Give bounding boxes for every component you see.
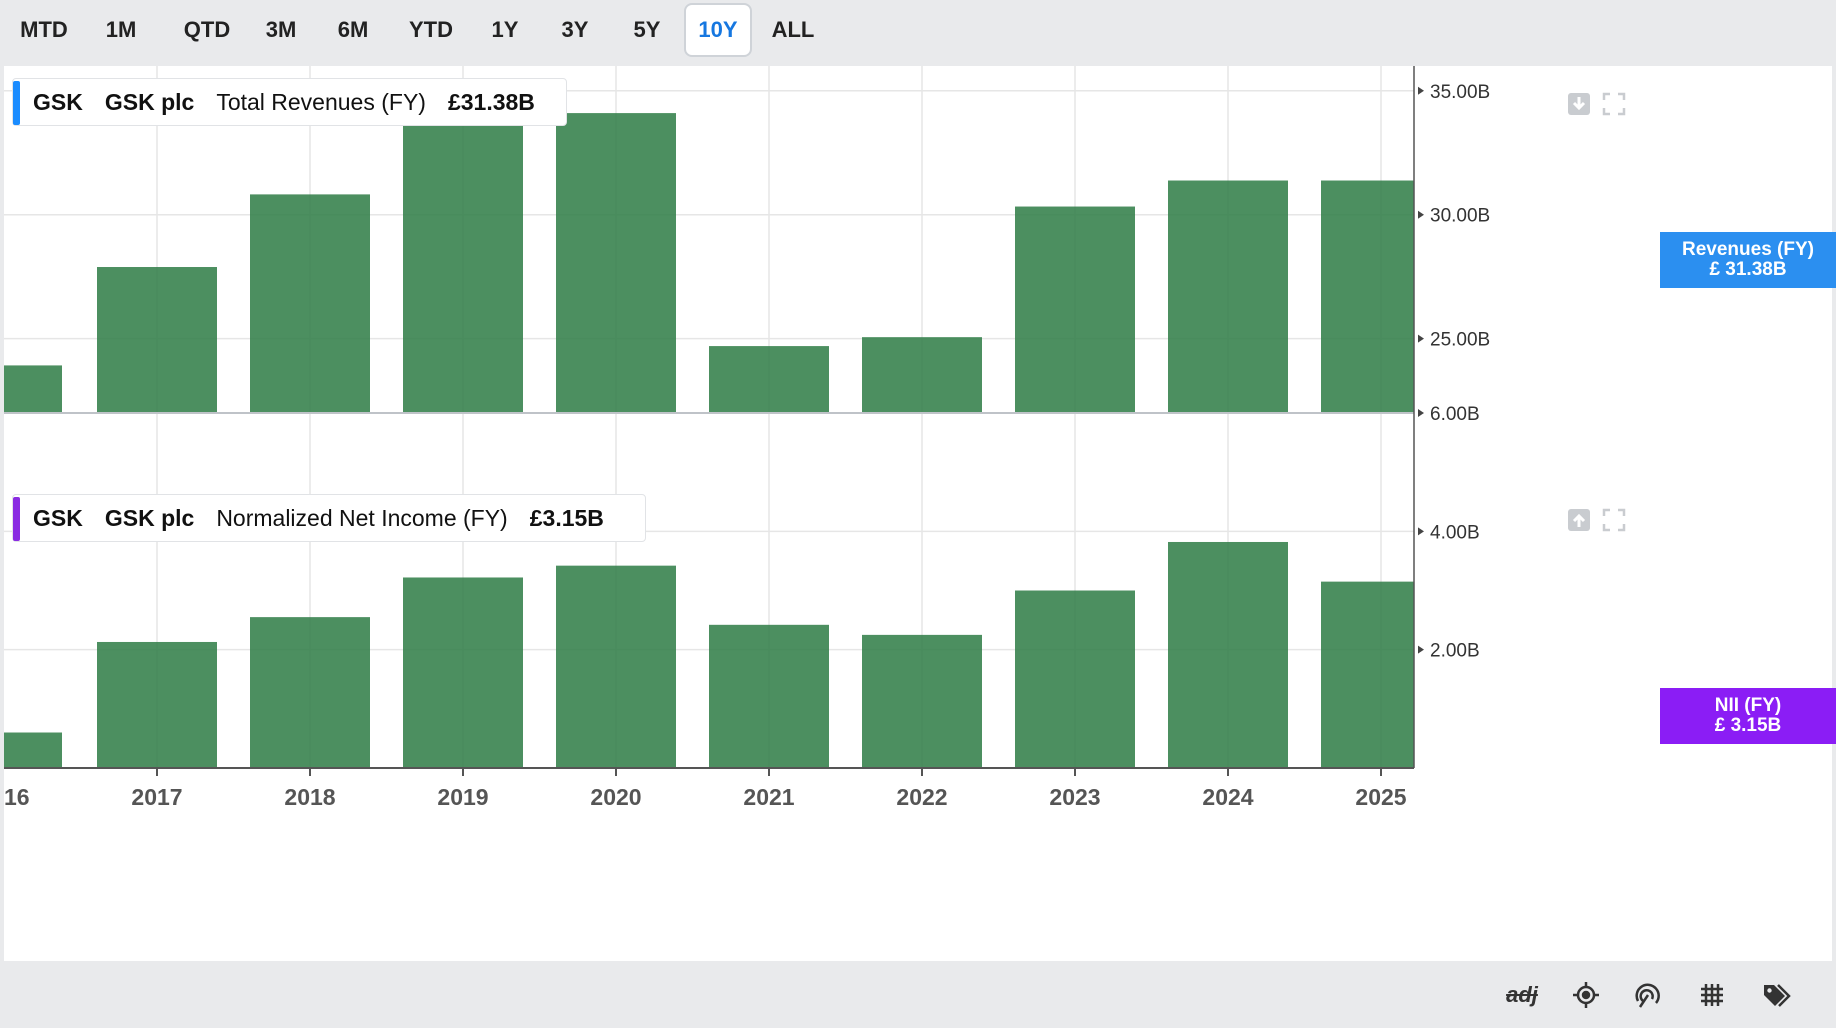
nii-bar-2020 [556, 565, 676, 768]
nii-legend-ticker: GSK [33, 504, 83, 531]
x-tick-label: 2021 [743, 784, 794, 810]
period-button-3m[interactable]: 3M [265, 17, 297, 42]
revenue-legend-company: GSK plc [104, 88, 195, 115]
revenue-bar-2025 [1321, 180, 1414, 413]
nii-legend-value: £3.15B [529, 504, 604, 531]
period-button-10y[interactable]: 10Y [684, 3, 752, 57]
revenue-price-tag: Revenues (FY) £ 31.38B [1660, 232, 1836, 288]
x-tick-label: 2020 [590, 784, 641, 810]
nii-bar-2016 [4, 732, 62, 768]
nii-tick-marker [1418, 409, 1424, 417]
period-button-qtd[interactable]: QTD [183, 17, 231, 42]
revenue-bar-2018 [250, 194, 370, 413]
upload-icon[interactable] [1567, 508, 1591, 532]
x-tick-label: 2024 [1202, 784, 1253, 810]
revenue-legend-ticker: GSK [33, 88, 83, 115]
chart-area: 35.00B 30.00B 25.00B 6.00B 4.00B 2.00B 16 2017 2… [4, 66, 1832, 961]
revenue-bar-2016 [4, 365, 62, 413]
revenue-y-tick-label: 25.00B [1430, 330, 1490, 351]
x-tick-label: 2023 [1049, 784, 1100, 810]
period-button-mtd[interactable]: MTD [20, 17, 68, 42]
period-button-6m[interactable]: 6M [337, 17, 369, 42]
revenue-price-tag-value: £ 31.38B [1709, 259, 1787, 280]
revenue-tick-marker [1418, 210, 1424, 219]
nii-tick-marker [1418, 645, 1424, 654]
revenue-legend-accent [13, 81, 20, 125]
revenue-bar-2024 [1168, 180, 1288, 413]
compare-icon[interactable] [1628, 975, 1668, 1015]
period-button-1y[interactable]: 1Y [491, 17, 519, 42]
revenue-legend: GSK GSK plc Total Revenues (FY) £31.38B [12, 78, 567, 126]
chart-svg[interactable]: 35.00B 30.00B 25.00B 6.00B 4.00B 2.00B 16 2017 2… [4, 66, 1832, 961]
adjusted-toggle-label: adj [1506, 982, 1538, 1007]
period-button-all[interactable]: ALL [771, 17, 815, 42]
nii-price-tag: NII (FY) £ 3.15B [1660, 688, 1836, 744]
x-tick-label: 16 [4, 784, 30, 810]
fullscreen-icon[interactable] [1602, 92, 1626, 116]
x-tick-label: 2025 [1355, 784, 1406, 810]
period-toolbar: MTD 1M QTD 3M 6M YTD 1Y 3Y 5Y 10Y ALL [4, 0, 1832, 66]
nii-bar-2022 [862, 634, 982, 768]
revenue-bar-2023 [1015, 206, 1135, 413]
nii-legend-metric: Normalized Net Income (FY) [216, 504, 508, 531]
nii-legend-company: GSK plc [104, 504, 195, 531]
x-tick-label: 2022 [896, 784, 947, 810]
revenue-bar-2017 [97, 267, 217, 413]
nii-legend: GSK GSK plc Normalized Net Income (FY) £… [12, 494, 646, 542]
fullscreen-icon[interactable] [1602, 508, 1626, 532]
period-button-1m[interactable]: 1M [105, 17, 137, 42]
grid-icon[interactable] [1692, 975, 1732, 1015]
revenue-bar-2019 [403, 121, 523, 413]
x-tick-label: 2017 [131, 784, 182, 810]
nii-bar-2021 [709, 624, 829, 768]
nii-y-tick-label: 2.00B [1430, 641, 1480, 662]
nii-bar-2024 [1168, 541, 1288, 768]
nii-legend-accent [13, 497, 20, 541]
bottom-toolbar: adj [0, 961, 1836, 1028]
crosshair-icon[interactable] [1566, 975, 1606, 1015]
nii-tick-marker [1418, 527, 1424, 536]
revenue-legend-metric: Total Revenues (FY) [216, 88, 426, 115]
nii-bar-2018 [250, 617, 370, 768]
revenue-bar-2021 [709, 346, 829, 413]
revenue-tick-marker [1418, 86, 1424, 95]
revenue-price-tag-label: Revenues (FY) [1682, 239, 1814, 260]
revenue-bar-2022 [862, 337, 982, 413]
nii-price-tag-value: £ 3.15B [1714, 715, 1782, 736]
revenue-legend-value: £31.38B [447, 88, 535, 115]
tag-icon[interactable] [1756, 975, 1796, 1015]
nii-bar-2019 [403, 577, 523, 768]
revenue-tick-marker [1418, 334, 1424, 343]
x-tick-label: 2019 [437, 784, 488, 810]
revenue-bar-2020 [556, 113, 676, 413]
period-button-3y[interactable]: 3Y [561, 17, 589, 42]
nii-y-tick-label: 6.00B [1430, 404, 1480, 425]
x-tick-label: 2018 [284, 784, 335, 810]
nii-price-tag-label: NII (FY) [1714, 695, 1782, 716]
nii-bar-2023 [1015, 590, 1135, 768]
nii-bar-2017 [97, 641, 217, 768]
nii-y-tick-label: 4.00B [1430, 522, 1480, 543]
period-button-ytd[interactable]: YTD [409, 17, 453, 42]
period-button-5y[interactable]: 5Y [633, 17, 661, 42]
adjusted-toggle[interactable]: adj [1500, 975, 1544, 1015]
nii-bar-2025 [1321, 581, 1414, 768]
download-icon[interactable] [1567, 92, 1591, 116]
revenue-y-tick-label: 30.00B [1430, 206, 1490, 227]
revenue-y-tick-label: 35.00B [1430, 82, 1490, 103]
